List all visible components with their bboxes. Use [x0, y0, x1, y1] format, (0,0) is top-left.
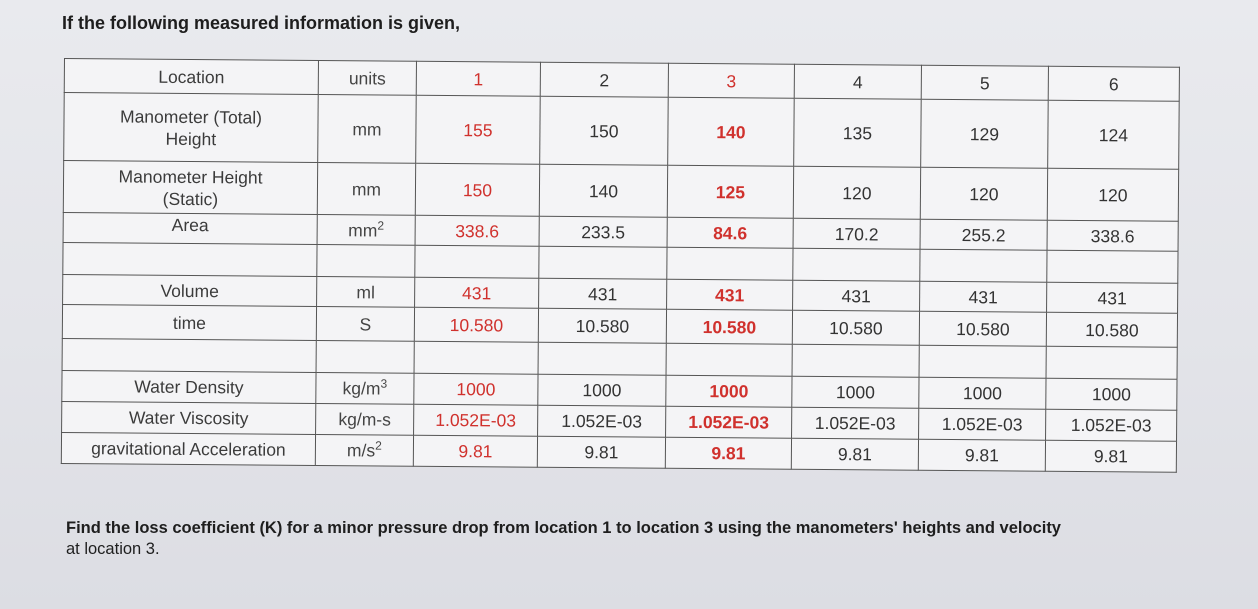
row-unit: kg/m3	[315, 372, 415, 405]
unit-exponent: 2	[375, 438, 382, 453]
header-col-1: 1	[416, 61, 541, 97]
cell-value: 1.052E-03	[413, 404, 538, 437]
header-col-5: 5	[921, 65, 1049, 101]
cell-value: 1.052E-03	[918, 408, 1046, 441]
cell-value: 140	[667, 97, 795, 167]
header-col-2: 2	[540, 62, 669, 98]
cell-value: 120	[920, 167, 1048, 221]
unit-base: m/s	[346, 440, 376, 461]
cell-value: 431	[414, 277, 539, 309]
header-location: Location	[64, 58, 319, 95]
row-label-area: Area	[63, 212, 318, 245]
cell-value: 9.81	[1045, 440, 1177, 473]
cell-value: 10.580	[1046, 312, 1178, 348]
cell-value: 233.5	[539, 216, 668, 248]
cell-value: 431	[538, 278, 667, 310]
cell-value: 10.580	[666, 309, 793, 345]
data-table: Location units 1 2 3 4 5 6 Manometer (To…	[60, 58, 1180, 473]
cell-value: 155	[415, 95, 541, 165]
cell-value: 9.81	[665, 437, 792, 470]
cell-value: 125	[667, 165, 794, 219]
intro-text: If the following measured information is…	[62, 13, 461, 33]
header-col-4: 4	[794, 64, 922, 100]
cell-value: 1000	[1045, 378, 1178, 411]
row-unit: mm	[317, 162, 416, 216]
row-label-total-height: Manometer (Total) Height	[63, 92, 319, 163]
cell-value: 431	[666, 279, 793, 311]
unit-base: mm	[348, 219, 378, 240]
cell-value: 338.6	[415, 215, 540, 247]
cell-value: 135	[793, 98, 922, 168]
row-label-time: time	[62, 304, 317, 341]
cell-value: 9.81	[918, 439, 1046, 472]
cell-value: 120	[1047, 168, 1179, 222]
table-row: Manometer Height (Static) mm 150 140 125…	[63, 160, 1179, 222]
cell-value: 338.6	[1047, 220, 1179, 252]
unit-base: kg/m	[342, 378, 381, 399]
row-label-water-density: Water Density	[61, 370, 317, 404]
header-units: units	[318, 60, 417, 96]
row-label-volume: Volume	[62, 274, 317, 307]
cell-value: 10.580	[919, 311, 1047, 347]
row-unit: m/s2	[315, 434, 414, 467]
cell-value: 9.81	[413, 435, 538, 468]
row-label-gravitational-acceleration: gravitational Acceleration	[61, 432, 316, 466]
cell-value: 124	[1047, 100, 1180, 170]
cell-value: 9.81	[791, 438, 919, 471]
cell-value: 1.052E-03	[791, 407, 919, 440]
unit-exponent: 3	[380, 376, 388, 391]
row-unit: ml	[316, 276, 415, 308]
cell-value: 84.6	[667, 217, 794, 249]
cell-value: 1000	[413, 373, 539, 406]
row-unit: kg/m-s	[315, 403, 414, 436]
cell-value: 1.052E-03	[665, 406, 792, 439]
cell-value: 1000	[537, 374, 667, 407]
cell-value: 1000	[918, 377, 1047, 410]
cell-value: 10.580	[538, 308, 667, 344]
cell-value: 431	[1046, 282, 1178, 314]
question-main: Find the loss coefficient (K) for a mino…	[66, 519, 1061, 537]
data-table-container: Location units 1 2 3 4 5 6 Manometer (To…	[60, 58, 1180, 473]
cell-value: 1000	[665, 375, 793, 408]
question-text: Find the loss coefficient (K) for a mino…	[66, 518, 1241, 560]
header-col-6: 6	[1048, 66, 1180, 102]
cell-value: 140	[539, 164, 668, 218]
cell-value: 129	[920, 99, 1049, 169]
cell-value: 10.580	[792, 310, 920, 346]
cell-value: 1000	[791, 376, 920, 409]
row-label-water-viscosity: Water Viscosity	[61, 401, 316, 435]
cell-value: 1.052E-03	[537, 405, 666, 438]
unit-exponent: 2	[377, 218, 385, 233]
question-tail: at location 3.	[66, 540, 160, 558]
cell-value: 150	[539, 96, 669, 166]
row-label-static-height: Manometer Height (Static)	[63, 160, 318, 215]
cell-value: 431	[919, 281, 1047, 313]
header-col-3: 3	[668, 63, 795, 99]
cell-value: 150	[415, 163, 540, 217]
cell-value: 9.81	[537, 436, 666, 469]
row-unit: S	[316, 306, 415, 342]
cell-value: 255.2	[920, 219, 1048, 251]
table-row: Manometer (Total) Height mm 155 150 140 …	[63, 92, 1180, 170]
row-unit: mm2	[317, 214, 416, 246]
row-unit: mm	[317, 94, 417, 164]
cell-value: 170.2	[793, 218, 921, 250]
cell-value: 431	[792, 280, 920, 312]
cell-value: 10.580	[414, 307, 539, 343]
cell-value: 120	[793, 166, 921, 220]
cell-value: 1.052E-03	[1045, 409, 1177, 442]
